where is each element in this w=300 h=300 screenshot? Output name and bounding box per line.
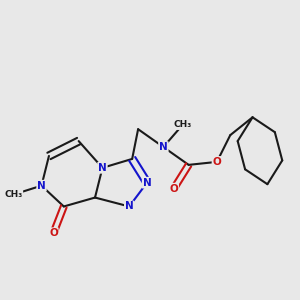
Text: N: N: [143, 178, 152, 188]
Text: N: N: [159, 142, 168, 152]
Text: N: N: [98, 163, 107, 173]
Text: O: O: [169, 184, 178, 194]
Text: CH₃: CH₃: [174, 120, 192, 129]
Text: N: N: [125, 202, 134, 212]
Text: O: O: [49, 228, 58, 238]
Text: O: O: [212, 157, 221, 167]
Text: CH₃: CH₃: [4, 190, 22, 199]
Text: N: N: [37, 181, 46, 191]
